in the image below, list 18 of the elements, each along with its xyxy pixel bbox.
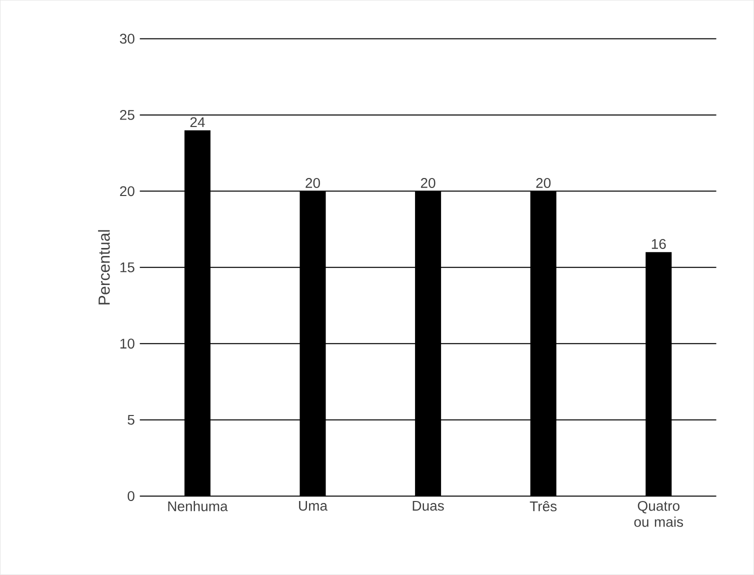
y-tick-label: 25	[120, 110, 134, 120]
x-tick-label: Quatro ou mais	[634, 501, 684, 527]
x-tick-label: Nenhuma	[168, 501, 228, 512]
y-tick-label: 10	[120, 338, 134, 349]
x-tick-label: Duas	[412, 501, 444, 511]
data-label: 24	[190, 117, 205, 128]
y-tick-label: 30	[120, 34, 134, 44]
data-label: 20	[536, 178, 551, 188]
y-axis-title: Percentual	[98, 230, 110, 304]
y-tick-label: 5	[128, 415, 134, 425]
data-label: 20	[306, 178, 320, 188]
x-tick-label: Três	[530, 501, 557, 512]
y-tick-label: 0	[128, 491, 134, 502]
y-tick-label: 20	[120, 186, 134, 196]
data-label: 20	[420, 178, 436, 188]
data-label: 16	[652, 239, 666, 250]
y-tick-label: 15	[120, 262, 134, 272]
x-tick-label: Uma	[299, 501, 328, 511]
